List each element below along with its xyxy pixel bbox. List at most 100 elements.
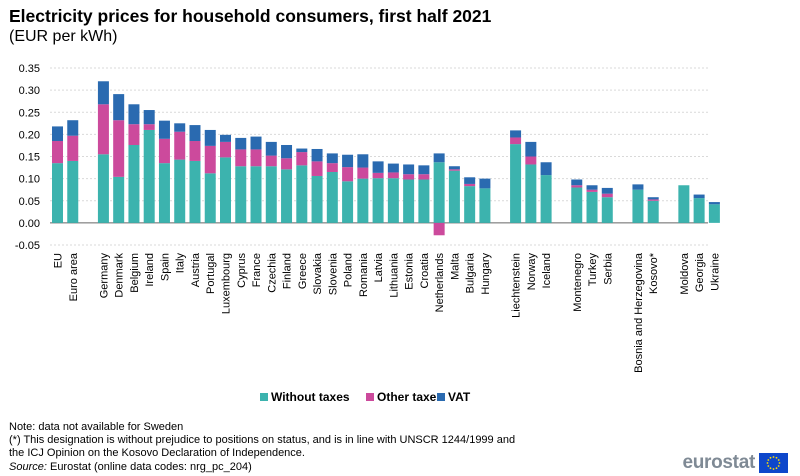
bar-vat	[510, 130, 522, 138]
bar-without-taxes	[678, 185, 690, 223]
bar-stack	[189, 125, 201, 223]
bar-vat	[296, 148, 308, 153]
bar-vat	[387, 163, 399, 173]
bar-other-taxes	[97, 104, 109, 155]
bar-vat	[708, 202, 720, 205]
bar-vat	[189, 125, 201, 142]
bar-other-taxes	[342, 167, 354, 182]
x-tick-label: Italy	[175, 253, 187, 274]
bar-without-taxes	[464, 186, 476, 223]
bar-vat	[479, 178, 491, 189]
bar-other-taxes	[128, 124, 140, 145]
bar-other-taxes	[464, 183, 476, 187]
bar-stack	[372, 161, 384, 223]
logo-wordmark: eurostat	[682, 452, 755, 473]
bar-stack	[403, 164, 415, 223]
bar-other-taxes	[372, 172, 384, 179]
bar-stack	[418, 165, 430, 223]
y-tick-label: -0.05	[15, 240, 40, 252]
chart-title: Electricity prices for household consume…	[9, 6, 492, 26]
x-tick-label: Georgia	[694, 252, 706, 292]
bar-without-taxes	[174, 159, 186, 223]
bar-other-taxes	[357, 167, 369, 179]
bar-without-taxes	[67, 160, 79, 223]
bar-vat	[433, 153, 445, 163]
bar-other-taxes	[403, 174, 415, 180]
bar-stack	[143, 110, 155, 223]
x-tick-label: Spain	[159, 253, 171, 281]
bar-vat	[372, 161, 384, 173]
bar-vat	[647, 197, 659, 200]
bar-other-taxes	[586, 189, 598, 192]
bar-other-taxes	[296, 152, 308, 166]
bar-vat	[52, 126, 63, 142]
bar-without-taxes	[158, 163, 170, 223]
x-tick-label: Ukraine	[709, 253, 721, 291]
bar-without-taxes	[540, 175, 552, 223]
source-label: Source:	[9, 461, 47, 473]
source-text: Eurostat (online data codes: nrg_pc_204)	[46, 461, 252, 473]
x-tick-label: Romania	[358, 252, 370, 297]
bar-without-taxes	[189, 160, 201, 223]
x-tick-label: Belgium	[129, 253, 141, 293]
bar-stack	[296, 148, 308, 223]
bar-other-taxes	[448, 169, 460, 171]
bar-vat	[525, 141, 537, 157]
y-axis-ticks: 0.35 0.30 0.25 0.20 0.15 0.10 0.05 0.00 -0.05	[15, 63, 40, 252]
bar-stack	[250, 136, 262, 223]
x-tick-label: Netherlands	[434, 253, 446, 313]
bar-without-taxes	[632, 189, 644, 223]
x-tick-label: Cyprus	[236, 253, 248, 288]
bar-without-taxes	[372, 178, 384, 223]
source-line: Source: Eurostat (online data codes: nrg…	[9, 461, 529, 474]
bar-vat	[571, 179, 583, 186]
y-tick-label: 0.05	[19, 196, 40, 208]
x-tick-label: Slovenia	[327, 252, 339, 295]
chart-subtitle: (EUR per kWh)	[9, 28, 118, 45]
bar-without-taxes	[235, 166, 247, 223]
bar-other-taxes	[387, 172, 399, 179]
bar-vat	[403, 164, 415, 175]
bar-without-taxes	[265, 166, 277, 223]
bar-without-taxes	[281, 169, 293, 223]
bar-vat	[540, 162, 552, 176]
eu-flag-icon	[759, 453, 788, 473]
bar-vat	[220, 134, 231, 142]
bar-other-taxes	[326, 163, 338, 172]
bar-vat	[693, 194, 705, 199]
bar-vat	[235, 137, 247, 150]
bar-without-taxes	[204, 173, 216, 223]
y-tick-label: 0.30	[19, 85, 40, 97]
bar-stack	[647, 197, 659, 223]
x-tick-label: France	[251, 253, 263, 287]
bar-stack	[448, 166, 460, 223]
bar-stack	[342, 154, 354, 223]
bar-without-taxes	[387, 178, 399, 223]
bar-vat	[265, 141, 277, 156]
bar-without-taxes	[708, 204, 720, 223]
legend-swatch-other-taxes	[366, 393, 374, 401]
bar-stack	[67, 120, 79, 223]
bar-stack	[265, 141, 277, 223]
note-missing-data: Note: data not available for Sweden	[9, 421, 184, 433]
bar-without-taxes	[433, 162, 445, 223]
bar-without-taxes	[448, 170, 460, 223]
legend-label-other-taxes: Other taxes	[377, 390, 443, 404]
bar-without-taxes	[418, 179, 430, 223]
bar-other-taxes	[52, 141, 63, 164]
legend-label-without-taxes: Without taxes	[271, 390, 350, 404]
legend-swatch-without-taxes	[260, 393, 268, 401]
bar-other-taxes	[235, 149, 247, 167]
bar-stack	[281, 144, 293, 223]
bar-other-taxes	[281, 158, 293, 170]
x-tick-label: Serbia	[602, 252, 614, 285]
bar-other-taxes	[220, 141, 231, 158]
bar-other-taxes	[189, 141, 201, 161]
bar-stack	[113, 94, 125, 223]
bar-stack	[510, 130, 522, 223]
bar-vat	[113, 94, 125, 121]
x-tick-label: EU	[53, 253, 65, 268]
bar-other-taxes	[510, 137, 522, 145]
y-tick-label: 0.10	[19, 174, 40, 186]
